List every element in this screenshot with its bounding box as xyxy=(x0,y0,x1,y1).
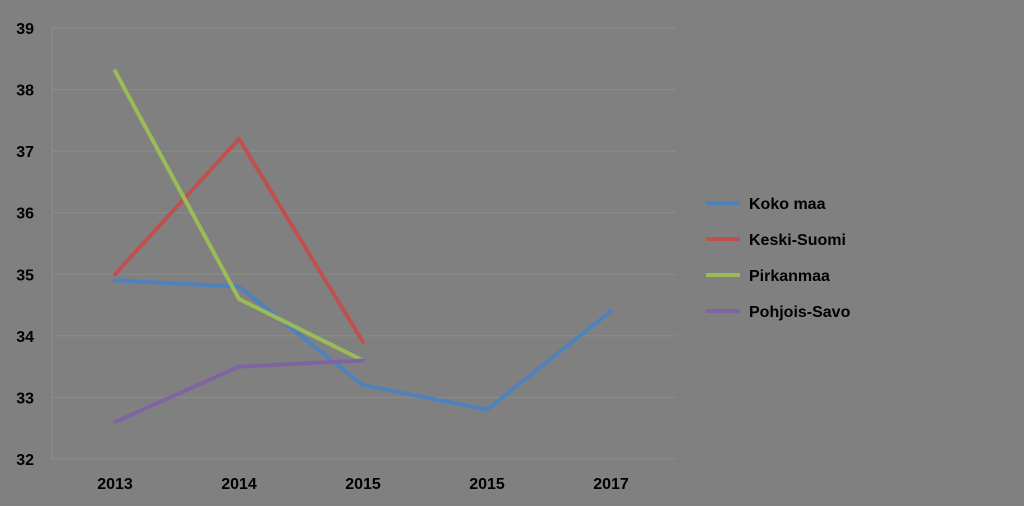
x-tick-label: 2017 xyxy=(593,476,629,493)
y-tick-label: 35 xyxy=(16,267,34,284)
x-tick-label: 2015 xyxy=(469,476,505,493)
legend-label: Pirkanmaa xyxy=(749,268,830,285)
gridlines xyxy=(52,27,676,460)
x-axis-ticks: 2013 2014 2015 2015 2017 xyxy=(97,476,629,493)
series-line-koko-maa xyxy=(113,278,613,412)
y-tick-label: 34 xyxy=(16,329,34,346)
series-line-pirkanmaa xyxy=(113,69,365,363)
series-line-keski-suomi xyxy=(113,136,365,344)
series-line-pohjois-savo xyxy=(113,358,365,425)
legend-label: Keski-Suomi xyxy=(749,232,846,249)
x-tick-label: 2015 xyxy=(345,476,381,493)
y-tick-label: 38 xyxy=(16,83,34,100)
y-tick-label: 39 xyxy=(16,21,34,38)
x-tick-label: 2014 xyxy=(221,476,257,493)
y-axis-ticks: 32 33 34 35 36 37 38 39 xyxy=(16,21,34,469)
y-tick-label: 32 xyxy=(16,452,34,469)
axes xyxy=(51,28,676,460)
legend-label: Koko maa xyxy=(749,196,826,213)
y-tick-label: 37 xyxy=(16,144,34,161)
legend-label: Pohjois-Savo xyxy=(749,304,851,321)
x-tick-label: 2013 xyxy=(97,476,133,493)
y-tick-label: 36 xyxy=(16,206,34,223)
y-tick-label: 33 xyxy=(16,390,34,407)
legend: Koko maa Keski-Suomi Pirkanmaa Pohjois-Savo xyxy=(706,196,851,321)
series-lines xyxy=(113,69,613,425)
